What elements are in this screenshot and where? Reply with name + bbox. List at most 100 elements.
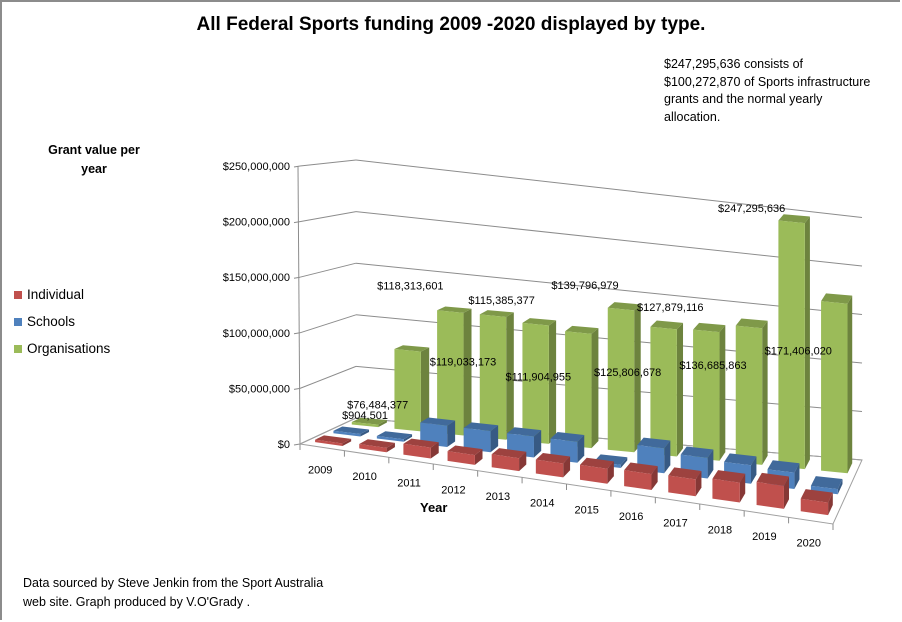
- bar-organisations: [565, 331, 592, 449]
- bar-organisations: [650, 326, 677, 457]
- bar-side-individual: [607, 461, 614, 484]
- bar-top-organisations: [394, 345, 430, 352]
- x-tick-label: 2019: [752, 531, 776, 543]
- legend-label-organisations: Organisations: [27, 341, 111, 356]
- x-tick-label: 2020: [797, 538, 821, 550]
- x-tick-label: 2016: [619, 511, 643, 523]
- bar-organisations: [394, 349, 421, 432]
- data-label-organisations: $76,484,377: [347, 399, 408, 411]
- bar-individual: [668, 475, 696, 497]
- y-axis-title: Grant value per year: [44, 141, 144, 179]
- data-label-organisations: $139,796,979: [551, 280, 618, 292]
- data-label-organisations: $127,879,116: [637, 302, 703, 314]
- bar-individual: [491, 454, 520, 472]
- bar-organisations: [479, 314, 507, 440]
- bar-side-individual: [563, 456, 571, 478]
- bar-side-organisations: [676, 322, 684, 457]
- legend-item-organisations: Organisations: [14, 335, 110, 362]
- bar-top-schools: [724, 453, 757, 466]
- bar-individual: [579, 464, 608, 484]
- bar-top-organisations: [351, 417, 387, 425]
- legend-swatch-organisations: [14, 344, 22, 353]
- bar-individual: [315, 439, 343, 446]
- legend-swatch-schools: [14, 317, 22, 326]
- x-tick-label: 2018: [708, 524, 732, 536]
- bar-organisations: [693, 329, 720, 461]
- bar-organisations: [437, 310, 464, 436]
- bar-side-individual: [739, 473, 746, 503]
- data-label-organisations: $119,033,173: [430, 357, 496, 369]
- bar-organisations: [778, 220, 805, 470]
- legend-label-individual: Individual: [27, 287, 85, 302]
- bar-individual: [624, 470, 652, 490]
- source-line-2: web site. Graph produced by V.O'Grady .: [23, 595, 251, 609]
- x-tick-label: 2012: [441, 484, 465, 496]
- bar-top-schools: [810, 476, 843, 490]
- gridline-side: [299, 159, 357, 167]
- legend-item-schools: Schools: [14, 308, 110, 335]
- data-label-organisations: $111,904,955: [505, 372, 571, 384]
- bar-individual: [535, 459, 564, 478]
- bar-top-schools: [550, 432, 585, 442]
- bar-side-organisations: [548, 320, 557, 444]
- x-tick-label: 2017: [663, 518, 687, 530]
- y-tick-mark: [293, 387, 301, 390]
- bar-top-schools: [463, 422, 499, 432]
- y-tick-label: $50,000,000: [229, 383, 290, 395]
- bar-top-individual: [624, 462, 658, 475]
- bar-top-individual: [447, 445, 483, 456]
- data-label-organisations: $118,313,601: [377, 281, 443, 293]
- bar-individual: [800, 498, 829, 516]
- data-label-organisations: $171,406,020: [765, 345, 832, 357]
- bar-side-organisations: [420, 347, 430, 432]
- bar-side-individual: [519, 451, 527, 472]
- bar-top-individual: [491, 448, 527, 459]
- legend-item-individual: Individual: [14, 281, 110, 308]
- y-tick-label: $100,000,000: [223, 328, 290, 340]
- bar-top-individual: [668, 467, 702, 480]
- bar-side-schools: [750, 456, 757, 484]
- bar-side-individual: [651, 466, 658, 490]
- bar-schools: [463, 427, 491, 453]
- bar-top-organisations: [479, 310, 514, 317]
- bar-side-schools: [533, 430, 542, 458]
- data-label-organisations: $115,385,377: [468, 295, 534, 307]
- gridline-back: [355, 159, 863, 218]
- gridline-side: [299, 314, 357, 334]
- data-label-organisations: $247,295,636: [718, 203, 785, 215]
- bar-side-schools: [490, 425, 499, 453]
- y-axis-title-text: Grant value per year: [48, 143, 140, 176]
- data-label-organisations: $136,685,863: [679, 360, 746, 372]
- x-tick-label: 2011: [397, 478, 421, 490]
- bar-top-organisations: [735, 318, 768, 329]
- gridline-back: [355, 211, 863, 267]
- y-tick-label: $0: [278, 439, 290, 451]
- bar-side-individual: [783, 476, 790, 509]
- bar-side-schools: [577, 434, 585, 463]
- bar-side-schools: [447, 420, 456, 448]
- bar-side-schools: [664, 440, 671, 474]
- bar-individual: [447, 451, 475, 465]
- bar-side-organisations: [378, 420, 387, 428]
- bar-top-schools: [637, 437, 671, 449]
- bar-side-schools: [403, 434, 413, 442]
- legend-label-schools: Schools: [27, 314, 76, 329]
- bar-side-organisations: [506, 312, 514, 440]
- bar-side-organisations: [634, 304, 641, 453]
- source-line-1: Data sourced by Steve Jenkin from the Sp…: [23, 576, 324, 590]
- bar-side-organisations: [719, 325, 726, 461]
- x-tick-label: 2014: [530, 498, 554, 510]
- bar-top-schools: [507, 427, 542, 437]
- bar-side-schools: [794, 463, 800, 489]
- bar-top-individual: [712, 470, 746, 483]
- bar-side-organisations: [804, 216, 810, 470]
- bar-top-organisations: [821, 293, 853, 304]
- bar-top-individual: [403, 438, 439, 448]
- gridline-back: [355, 262, 863, 315]
- bar-top-organisations: [778, 214, 810, 224]
- bar-top-individual: [359, 439, 395, 448]
- bar-schools: [810, 485, 838, 495]
- bar-top-schools: [376, 431, 413, 440]
- bar-organisations: [607, 307, 635, 453]
- y-tick-mark: [293, 221, 301, 224]
